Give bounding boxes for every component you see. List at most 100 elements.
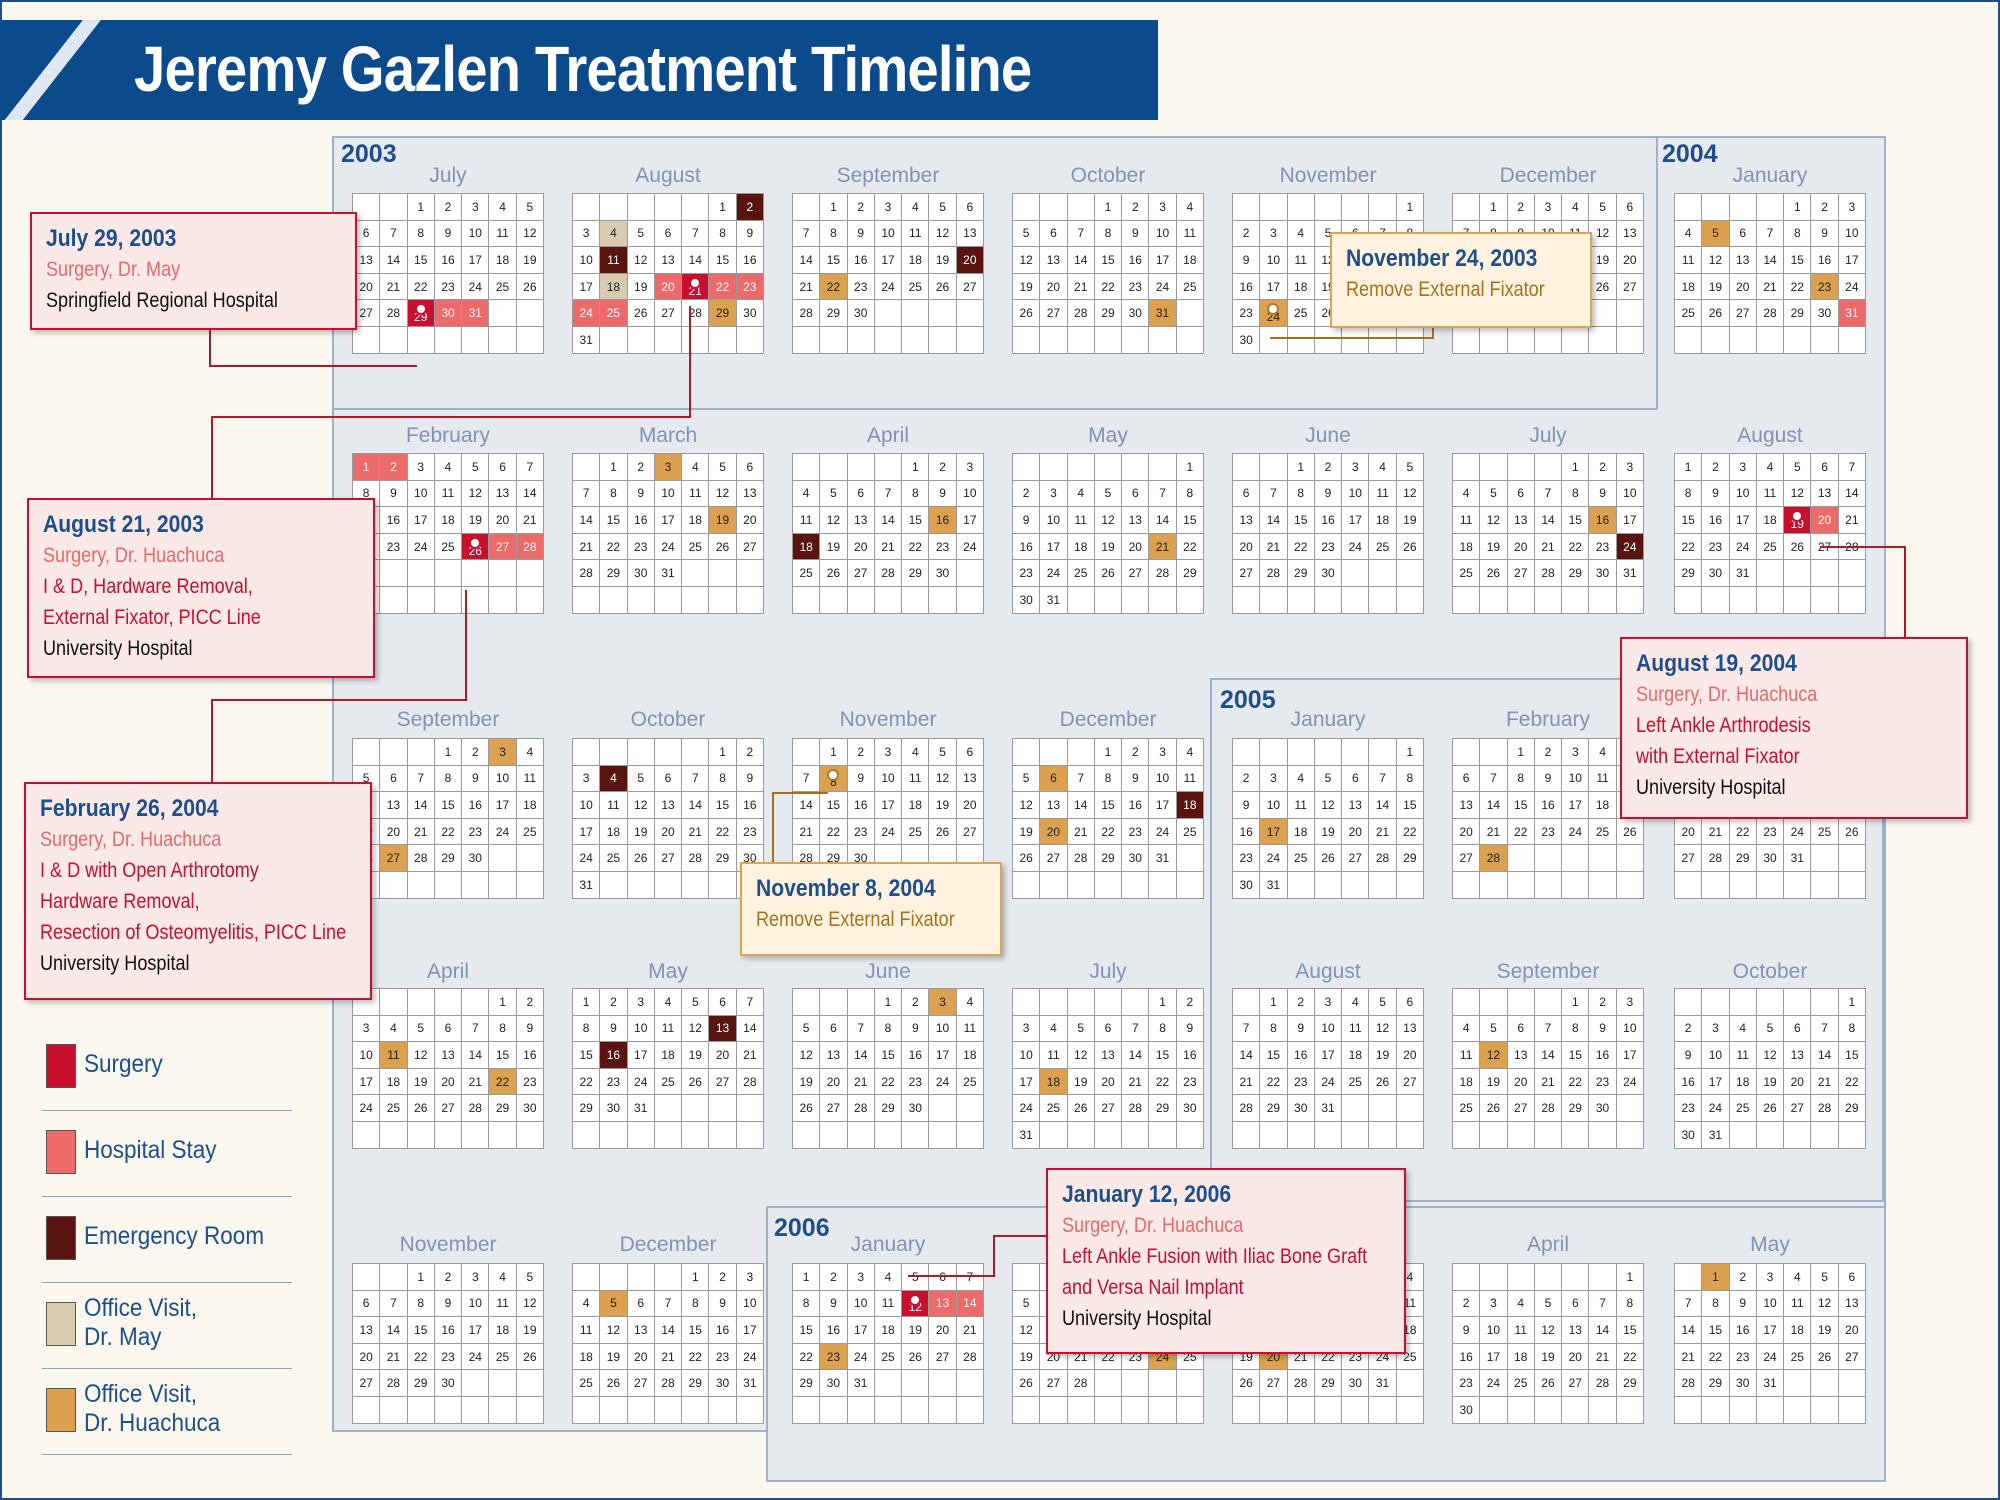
day-number: 13 — [743, 486, 757, 501]
day-number: 11 — [607, 252, 620, 267]
day-number: 13 — [963, 226, 977, 241]
day-cell: 2 — [627, 454, 655, 481]
empty-cell — [793, 586, 821, 614]
day-number: 14 — [688, 252, 702, 267]
empty-cell — [1480, 326, 1508, 354]
day-number: 11 — [1074, 512, 1087, 527]
day-cell: 19 — [516, 247, 544, 274]
day-number: 30 — [441, 306, 455, 321]
day-cell: 15 — [407, 247, 435, 274]
day-number: 21 — [881, 539, 895, 554]
day-cell: 21 — [874, 533, 903, 561]
day-cell: 23 — [1013, 560, 1041, 587]
day-number: 27 — [1736, 306, 1750, 321]
day-number: 17 — [881, 252, 895, 267]
day-number: 27 — [963, 279, 977, 294]
empty-cell — [380, 560, 408, 587]
day-cell: 4 — [1287, 220, 1315, 248]
day-cell: 20 — [654, 273, 683, 301]
day-number: 12 — [935, 226, 950, 241]
empty-cell — [1396, 326, 1424, 354]
day-cell: 20 — [353, 273, 381, 301]
day-number: 19 — [1019, 279, 1033, 294]
day-cell: 22 — [902, 533, 930, 561]
year-label-2003: 2003 — [341, 140, 397, 168]
day-number: 8 — [830, 226, 837, 241]
day-cell: 31 — [1040, 586, 1068, 614]
day-number: 30 — [1239, 332, 1253, 347]
empty-cell — [736, 586, 764, 614]
day-number: 15 — [1790, 252, 1804, 267]
day-number: 27 — [1623, 279, 1637, 294]
day-number: 25 — [606, 306, 621, 321]
day-number: 4 — [1684, 226, 1692, 241]
day-number: 11 — [496, 226, 509, 241]
day-number: 3 — [1159, 199, 1166, 214]
day-number: 4 — [1297, 226, 1305, 241]
empty-cell — [353, 326, 381, 354]
day-cell: 22 — [820, 273, 848, 301]
day-number: 23 — [1817, 279, 1832, 294]
day-cell: 20 — [1122, 533, 1150, 561]
day-cell: 17 — [874, 247, 903, 274]
day-number: 12 — [634, 252, 648, 267]
day-number: 22 — [1183, 539, 1197, 554]
day-cell: 30 — [929, 560, 957, 587]
day-number: 28 — [881, 566, 895, 581]
day-cell: 11 — [489, 220, 517, 248]
day-number: 1 — [610, 459, 617, 474]
day-cell: 8 — [600, 480, 628, 508]
day-cell: 30 — [1811, 300, 1839, 327]
day-cell: 27 — [353, 300, 381, 327]
day-cell: 9 — [1122, 220, 1150, 248]
day-cell: 23 — [380, 533, 408, 561]
day-number: 26 — [1595, 279, 1610, 294]
day-number: 25 — [799, 566, 813, 581]
day-number: 6 — [1131, 486, 1139, 501]
day-number: 24 — [414, 539, 428, 554]
day-cell: 3 — [1838, 194, 1866, 221]
day-number: 6 — [362, 226, 370, 241]
empty-cell — [709, 326, 737, 354]
day-cell: 31 — [462, 300, 490, 327]
day-number: 4 — [1571, 199, 1579, 214]
day-cell: 7 — [380, 220, 408, 248]
day-number: 19 — [715, 512, 730, 527]
day-number: 8 — [1186, 486, 1194, 501]
empty-cell — [929, 326, 957, 354]
day-number: 27 — [1046, 306, 1061, 321]
empty-cell — [793, 326, 821, 354]
legend-item: Hospital Stay — [42, 1126, 292, 1197]
day-cell: 11 — [1176, 220, 1204, 248]
day-cell: 5 — [516, 194, 544, 221]
day-cell: 26 — [627, 300, 655, 327]
day-number: 5 — [1599, 199, 1606, 214]
day-cell: 5 — [1702, 220, 1730, 248]
connector-jan12-2006 — [908, 1235, 1046, 1277]
day-cell: 28 — [1149, 560, 1177, 587]
day-cell: 2 — [736, 194, 764, 221]
day-cell: 10 — [462, 220, 490, 248]
day-number: 12 — [1101, 512, 1115, 527]
day-cell: 6 — [1040, 220, 1068, 248]
day-number: 24 — [963, 539, 977, 554]
day-number: 11 — [441, 486, 455, 501]
day-number: 1 — [1186, 459, 1194, 474]
day-number: 31 — [1845, 306, 1859, 321]
day-cell: 1 — [353, 454, 381, 481]
day-number: 3 — [1270, 226, 1277, 241]
day-number: 24 — [881, 279, 895, 294]
empty-cell — [847, 454, 875, 481]
day-number: 3 — [966, 459, 974, 474]
day-cell: 3 — [407, 454, 435, 481]
day-cell: 26 — [820, 560, 848, 587]
day-cell: 28 — [1756, 300, 1785, 327]
empty-cell — [1314, 194, 1343, 221]
day-cell: 13 — [1616, 220, 1644, 248]
day-number: 3 — [884, 199, 892, 214]
day-number: 16 — [935, 512, 950, 527]
day-number: 1 — [1490, 199, 1497, 214]
empty-cell — [407, 586, 435, 614]
day-cell: 28 — [573, 560, 601, 587]
